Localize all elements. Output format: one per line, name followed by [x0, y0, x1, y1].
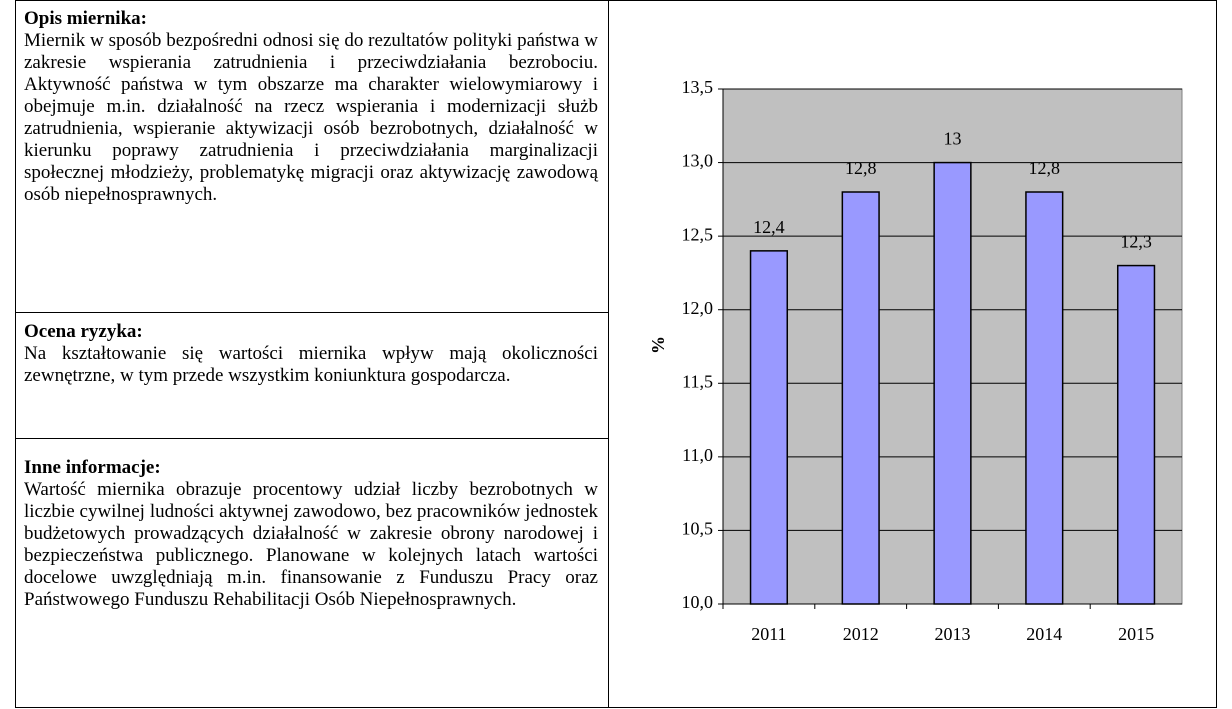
section-heading: Opis miernika: — [24, 8, 147, 29]
section: Ocena ryzyka: Na kształtowanie się warto… — [15, 313, 609, 439]
section: Opis miernika: Miernik w sposób bezpośre… — [15, 0, 609, 313]
table-frame — [15, 0, 1217, 708]
y-tick-label: 11,0 — [682, 445, 713, 465]
section-heading: Inne informacje: — [24, 457, 161, 478]
x-tick-label: 2015 — [1118, 624, 1154, 644]
y-tick-label: 10,0 — [682, 592, 714, 612]
y-tick-label: 10,5 — [682, 519, 714, 539]
data-label: 12,4 — [753, 217, 785, 237]
y-tick-label: 13,5 — [682, 77, 714, 97]
y-tick-label: 12,0 — [682, 298, 714, 318]
x-tick-label: 2011 — [751, 624, 786, 644]
data-label: 12,8 — [845, 158, 877, 178]
bar — [1116, 264, 1156, 605]
data-label: 12,3 — [1120, 232, 1152, 252]
bar — [749, 250, 789, 605]
y-tick-label: 12,5 — [682, 224, 714, 244]
data-label: 13 — [944, 129, 962, 149]
section-text: Miernik w sposób bezpośredni odnosi się … — [24, 30, 598, 205]
bar — [841, 191, 880, 605]
y-axis-label: % — [648, 336, 668, 354]
x-tick-label: 2013 — [935, 624, 971, 644]
y-tick-label: 11,5 — [682, 371, 713, 391]
section-text: Wartość miernika obrazuje procentowy udz… — [24, 479, 598, 610]
bar — [1025, 191, 1064, 605]
data-label: 12,8 — [1029, 158, 1061, 178]
y-tick-label: 13,0 — [682, 151, 714, 171]
x-tick-label: 2012 — [843, 624, 879, 644]
x-tick-label: 2014 — [1026, 624, 1062, 644]
section-heading: Ocena ryzyka: — [24, 321, 143, 342]
bar — [933, 161, 972, 605]
section: Inne informacje: Wartość miernika obrazu… — [15, 439, 609, 708]
section-text: Na kształtowanie się wartości miernika w… — [24, 343, 598, 386]
